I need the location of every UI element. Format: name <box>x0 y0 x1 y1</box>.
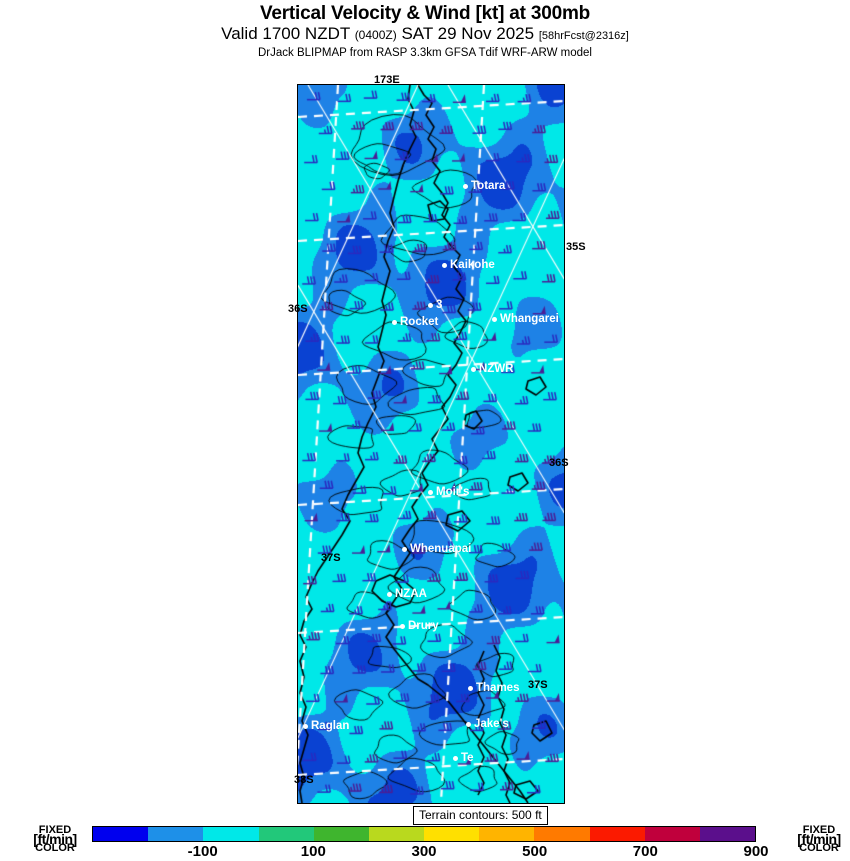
city-label-totara: Totara <box>463 180 506 193</box>
colorbar-fixed-label-right: FIXED <box>802 824 836 836</box>
city-label-te: Te <box>453 752 474 765</box>
forecast-hour-tag: [58hrFcst@2316z] <box>538 30 629 42</box>
terrain-contour-note: Terrain contours: 500 ft <box>413 806 548 825</box>
city-marker-dot <box>453 756 458 761</box>
city-label-kaikohe: Kaikohe <box>442 259 495 272</box>
geo-label-173e-0: 173E <box>374 74 400 86</box>
city-label-jake-s: Jake's <box>466 718 509 731</box>
city-name-text: Whangarei <box>500 313 559 325</box>
city-label-drury: Drury <box>400 620 439 633</box>
colorbar-band-3 <box>258 827 314 841</box>
geo-label-38s-6: 38S <box>294 774 314 786</box>
city-name-text: Te <box>461 752 474 764</box>
city-marker-dot <box>428 303 433 308</box>
city-label-moir-s: Moir's <box>428 486 470 499</box>
city-label-nzwr: NZWR <box>471 363 514 376</box>
colorbar-tick-1: 100 <box>300 843 326 860</box>
colorbar-color-label-left: COLOR <box>35 842 75 854</box>
city-marker-dot <box>442 263 447 268</box>
city-label-whangarei: Whangarei <box>492 313 559 326</box>
city-name-text: Kaikohe <box>450 259 495 271</box>
colorbar-band-6 <box>424 827 480 841</box>
page-title: Vertical Velocity & Wind [kt] at 300mb <box>259 3 591 24</box>
city-marker-dot <box>402 547 407 552</box>
valid-time-main: Valid 1700 NZDT <box>221 24 350 43</box>
colorbar-tick-0: -100 <box>187 843 218 860</box>
colorbar-band-1 <box>148 827 204 841</box>
valid-time-line: Valid 1700 NZDT (0400Z) SAT 29 Nov 2025 … <box>0 24 850 46</box>
colorbar-unit-label-right: [ft/min] <box>797 831 841 847</box>
colorbar-tick-labels: -100 100 300 500 700 900 <box>92 843 769 861</box>
city-name-text: Whenuapai <box>410 543 472 555</box>
city-name-text: NZAA <box>395 588 427 600</box>
city-label-3: 3 <box>428 299 443 312</box>
city-name-text: 3 <box>436 299 443 311</box>
header: Vertical Velocity & Wind [kt] at 300mb V… <box>0 0 850 60</box>
city-marker-dot <box>466 722 471 727</box>
city-label-nzaa: NZAA <box>387 588 427 601</box>
valid-date: SAT 29 Nov 2025 <box>401 24 535 43</box>
colorbar-band-0 <box>93 827 149 841</box>
city-marker-dot <box>387 592 392 597</box>
city-marker-dot <box>468 686 473 691</box>
colorbar-band-5 <box>368 827 425 841</box>
valid-time-utc: (0400Z) <box>354 28 397 42</box>
city-marker-dot <box>303 724 308 729</box>
colorbar-gradient <box>92 826 756 842</box>
colorbar-band-7 <box>479 827 535 841</box>
city-name-text: Moir's <box>436 486 470 498</box>
colorbar-legend: FIXED [ft/min] COLOR -100 100 300 500 700 900… <box>0 824 850 861</box>
colorbar-band-8 <box>534 827 590 841</box>
city-marker-dot <box>428 490 433 495</box>
geo-label-35s-1: 35S <box>566 241 586 253</box>
colorbar-band-9 <box>589 827 645 841</box>
colorbar-band-11 <box>699 827 756 841</box>
city-label-thames: Thames <box>468 682 520 695</box>
vertical-velocity-raster <box>298 85 564 803</box>
colorbar-band-4 <box>313 827 369 841</box>
geo-label-37s-4: 37S <box>321 552 341 564</box>
colorbar-band-2 <box>203 827 259 841</box>
colorbar-tick-4: 700 <box>632 843 658 860</box>
city-marker-dot <box>463 184 468 189</box>
colorbar-tick-5: 900 <box>743 843 769 860</box>
colorbar-unit-label-left: [ft/min] <box>33 831 77 847</box>
geo-label-37s-5: 37S <box>528 679 548 691</box>
city-label-rocket: Rocket <box>392 316 439 329</box>
city-name-text: Jake's <box>474 718 509 730</box>
city-name-text: Raglan <box>311 720 350 732</box>
city-name-text: NZWR <box>479 363 514 375</box>
colorbar-tick-3: 500 <box>522 843 548 860</box>
geo-label-36s-3: 36S <box>549 457 569 469</box>
city-name-text: Thames <box>476 682 520 694</box>
colorbar-units-right: FIXED [ft/min] COLOR <box>788 824 850 854</box>
colorbar-fixed-label-left: FIXED <box>38 824 72 836</box>
model-source-line: DrJack BLIPMAP from RASP 3.3km GFSA Tdif… <box>257 47 592 59</box>
city-marker-dot <box>471 367 476 372</box>
city-name-text: Drury <box>408 620 439 632</box>
colorbar-color-label-right: COLOR <box>799 842 839 854</box>
city-label-whenuapai: Whenuapai <box>402 543 472 556</box>
colorbar-tick-2: 300 <box>411 843 437 860</box>
colorbar-band-10 <box>644 827 700 841</box>
colorbar-units-left: FIXED [ft/min] COLOR <box>24 824 86 854</box>
city-name-text: Rocket <box>400 316 439 328</box>
city-marker-dot <box>492 317 497 322</box>
weather-map[interactable] <box>297 84 565 804</box>
city-label-raglan: Raglan <box>303 720 350 733</box>
city-marker-dot <box>400 624 405 629</box>
geo-label-36s-2: 36S <box>288 303 308 315</box>
city-marker-dot <box>392 320 397 325</box>
city-name-text: Totara <box>471 180 506 192</box>
